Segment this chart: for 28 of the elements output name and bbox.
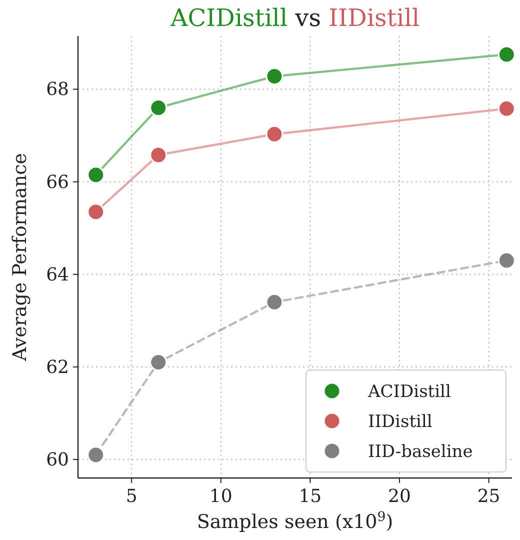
legend-label: IID-baseline: [368, 442, 473, 462]
y-tick-label: 60: [46, 449, 69, 470]
point: [266, 68, 284, 86]
legend-label: ACIDistill: [367, 382, 451, 402]
point: [498, 46, 516, 64]
x-tick-label: 15: [298, 486, 322, 507]
x-tick-label: 25: [477, 486, 500, 507]
point: [87, 203, 105, 221]
legend-label: IIDistill: [368, 412, 432, 432]
x-tick-label: 5: [126, 486, 138, 507]
point: [266, 125, 284, 143]
y-tick-label: 66: [46, 172, 69, 193]
point: [498, 252, 516, 270]
point: [266, 293, 284, 311]
y-tick-label: 64: [46, 264, 69, 286]
y-tick-label: 68: [46, 79, 69, 100]
y-axis-title: Average Performance: [9, 152, 31, 362]
point: [150, 146, 168, 164]
x-axis-title: Samples seen (x10$^{9}$): [196, 510, 394, 533]
x-tick-label: 10: [209, 486, 232, 507]
chart-title: ACIDistill vs IIDistill: [169, 4, 420, 32]
x-tick-label: 20: [388, 486, 411, 507]
point: [150, 354, 168, 372]
point: [498, 100, 516, 118]
point: [87, 166, 105, 184]
point: [150, 98, 168, 116]
point: [87, 446, 105, 464]
y-tick-label: 62: [46, 356, 69, 378]
